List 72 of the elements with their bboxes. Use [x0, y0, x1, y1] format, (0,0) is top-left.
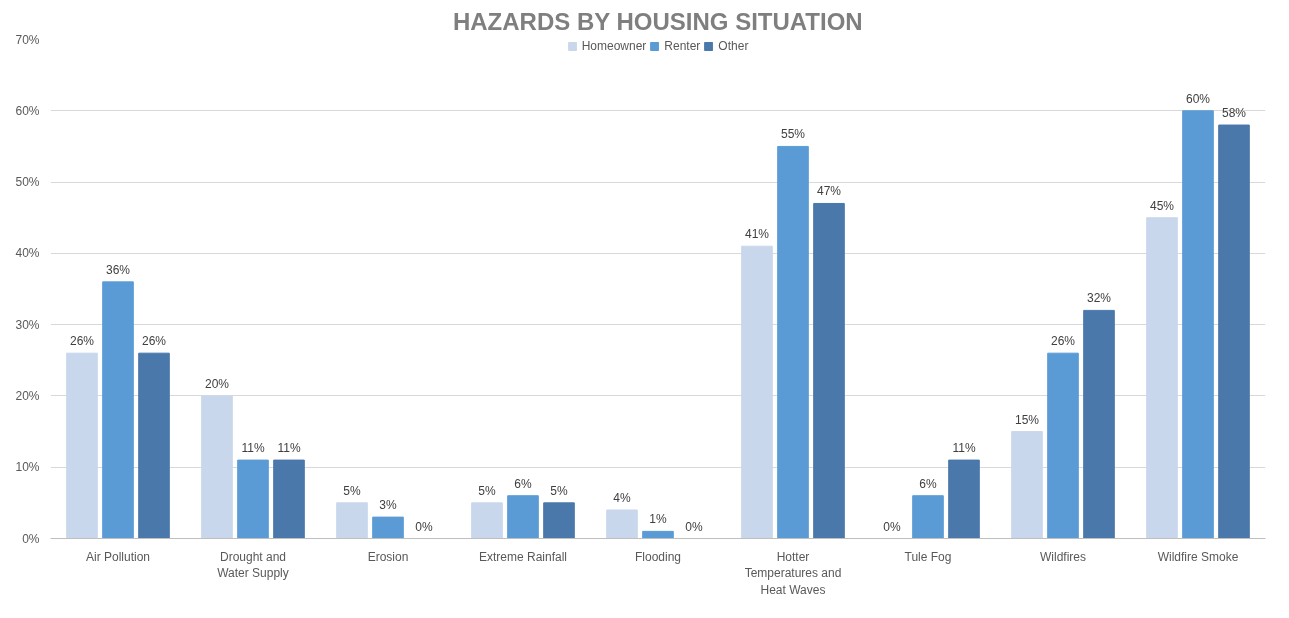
data-label: 5% [343, 483, 361, 498]
data-label: 5% [478, 483, 496, 498]
legend-label: Other [718, 39, 749, 53]
x-tick-label: Extreme Rainfall [478, 549, 568, 564]
data-label: 3% [379, 498, 397, 513]
bar [273, 459, 305, 539]
x-tick-label: Flooding [634, 549, 682, 564]
data-label: 6% [919, 476, 937, 491]
bar [237, 459, 269, 539]
data-label: 0% [685, 519, 703, 534]
bar [201, 395, 233, 539]
data-label: 20% [204, 376, 230, 391]
x-tick-label: Tule Fog [904, 549, 952, 564]
bar [372, 516, 404, 539]
y-tick-label: 20% [15, 388, 40, 403]
y-tick-label: 0% [22, 531, 40, 546]
x-tick-label: Wildfire Smoke [1157, 549, 1239, 564]
bar [741, 245, 773, 539]
chart-title: HAZARDS BY HOUSING SITUATION [452, 7, 863, 35]
bar [777, 145, 809, 539]
data-label: 45% [1149, 198, 1175, 213]
x-tick-label: Air Pollution [85, 549, 151, 564]
data-label: 41% [744, 227, 770, 242]
y-tick-label: 30% [15, 317, 40, 332]
data-label: 60% [1185, 91, 1211, 106]
data-label: 58% [1221, 106, 1247, 121]
bar [1047, 352, 1079, 539]
x-tick-label: Erosion [367, 549, 409, 564]
legend-label: Renter [664, 39, 701, 53]
data-label: 11% [241, 441, 265, 456]
bar [1146, 217, 1178, 539]
x-tick-label: Hotter Temperatures and Heat Waves [744, 549, 842, 598]
data-label: 26% [69, 334, 95, 349]
legend-label: Homeowner [581, 39, 647, 53]
data-label: 11% [277, 441, 301, 456]
data-label: 4% [613, 490, 631, 505]
bar [1218, 124, 1250, 539]
data-label: 55% [780, 127, 806, 142]
bar [66, 352, 98, 539]
y-tick-label: 10% [15, 460, 40, 475]
y-tick-label: 50% [15, 175, 40, 190]
bar [912, 495, 944, 539]
bar [948, 459, 980, 539]
data-label: 6% [514, 476, 532, 491]
data-label: 15% [1014, 412, 1040, 427]
bar [336, 502, 368, 539]
data-label: 0% [883, 519, 901, 534]
bar [543, 502, 575, 539]
bar [813, 202, 845, 539]
y-tick-label: 60% [15, 103, 40, 118]
bar [1083, 309, 1115, 539]
data-label: 26% [141, 334, 167, 349]
bar [642, 530, 674, 539]
data-label: 26% [1050, 334, 1076, 349]
data-label: 1% [649, 512, 667, 527]
data-label: 5% [550, 483, 568, 498]
data-label: 32% [1086, 291, 1112, 306]
data-label: 11% [952, 441, 976, 456]
bar [138, 352, 170, 539]
y-tick-label: 70% [15, 32, 40, 47]
bar [1011, 431, 1043, 539]
x-tick-label: Drought and Water Supply [217, 549, 289, 581]
bar [606, 509, 638, 539]
x-tick-label: Wildfires [1040, 549, 1087, 564]
data-label: 47% [816, 184, 842, 199]
bar [102, 281, 134, 539]
data-label: 0% [415, 519, 433, 534]
y-tick-label: 40% [15, 246, 40, 261]
bar [471, 502, 503, 539]
data-label: 36% [105, 262, 131, 277]
bar [507, 495, 539, 539]
bar [1182, 110, 1214, 539]
